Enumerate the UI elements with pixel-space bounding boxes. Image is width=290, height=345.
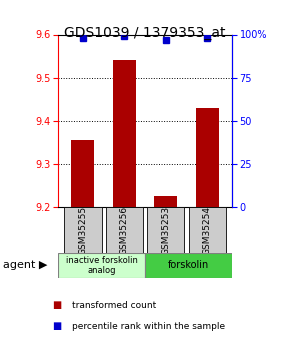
FancyBboxPatch shape [147,207,184,254]
FancyBboxPatch shape [145,253,232,278]
FancyBboxPatch shape [106,207,143,254]
FancyBboxPatch shape [58,253,145,278]
Bar [71,140,94,207]
Text: ■: ■ [52,321,61,331]
Text: GSM35255: GSM35255 [78,206,87,255]
Bar [154,196,177,207]
Text: GSM35253: GSM35253 [161,206,170,255]
Text: transformed count: transformed count [72,301,157,310]
Text: inactive forskolin
analog: inactive forskolin analog [66,256,137,275]
FancyBboxPatch shape [64,207,102,254]
Text: percentile rank within the sample: percentile rank within the sample [72,322,226,331]
Bar [196,108,219,207]
FancyBboxPatch shape [188,207,226,254]
Text: ■: ■ [52,300,61,310]
Text: forskolin: forskolin [168,260,209,270]
Text: GSM35254: GSM35254 [203,206,212,255]
Bar [113,60,136,207]
Text: GDS1039 / 1379353_at: GDS1039 / 1379353_at [64,26,226,40]
Text: agent ▶: agent ▶ [3,260,47,269]
Text: GSM35256: GSM35256 [120,206,129,255]
